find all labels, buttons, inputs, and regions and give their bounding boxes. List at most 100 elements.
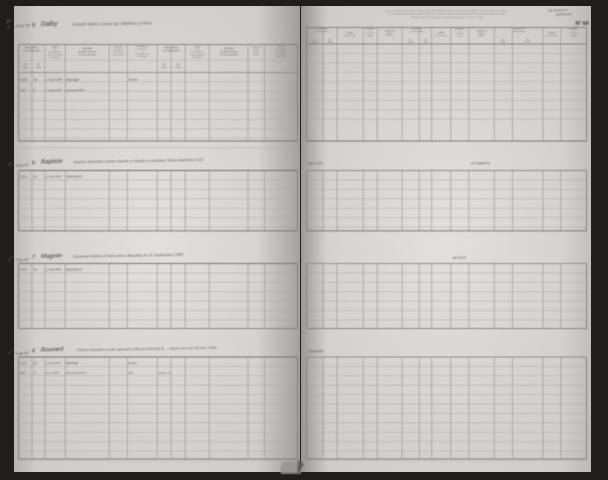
- svg-text:feuillet: feuillet: [423, 41, 428, 44]
- svg-text:de comparaison: de comparaison: [23, 49, 41, 52]
- svg-text:volume: volume: [408, 42, 414, 44]
- svg-text:Adna 1932: Adna 1932: [307, 161, 324, 165]
- svg-text:naissance fils: naissance fils: [66, 88, 85, 92]
- svg-text:de partielles: de partielles: [276, 55, 286, 58]
- svg-text:feuillet: feuillet: [525, 41, 530, 44]
- svg-text:Robert Clement ouvrier agrico: Robert Clement ouvrier agricole a Rouen …: [77, 346, 217, 352]
- svg-text:de l'inscription: de l'inscription: [546, 34, 558, 37]
- svg-text:35: 35: [33, 78, 37, 82]
- svg-text:Celestine: Celestine: [308, 349, 324, 353]
- svg-text:en marge: en marge: [51, 56, 61, 59]
- svg-text:Naissance: Naissance: [66, 267, 82, 271]
- svg-text:du: du: [163, 64, 166, 66]
- svg-text:partielle: partielle: [478, 34, 484, 37]
- svg-text:16 Delphine: 16 Delphine: [471, 161, 490, 165]
- svg-text:de comparaison: de comparaison: [410, 31, 424, 33]
- svg-text:Indication: Indication: [114, 46, 123, 49]
- svg-text:de l'inscription: de l'inscription: [344, 34, 356, 37]
- svg-text:du: du: [24, 64, 27, 66]
- svg-text:feuillet: feuillet: [175, 66, 181, 69]
- svg-text:/: /: [6, 160, 13, 170]
- svg-text:12: 12: [33, 371, 37, 375]
- svg-text:et des mentions: et des mentions: [48, 53, 63, 56]
- svg-text:feuillet: feuillet: [36, 66, 42, 69]
- svg-text:DATES: DATES: [52, 46, 59, 49]
- svg-text:de credit agricole mutuel (Ins: de credit agricole mutuel (Instructions …: [389, 13, 505, 16]
- svg-text:7: 7: [32, 255, 36, 261]
- svg-text:Mariage: Mariage: [66, 78, 79, 82]
- svg-text:2871-89 a) et de Tant-Compte d: 2871-89 a) et de Tant-Compte des retrosp…: [410, 16, 483, 19]
- svg-text:de: de: [177, 64, 180, 66]
- svg-text:de comparaison: de comparaison: [315, 31, 329, 33]
- svg-text:ou de la mention: ou de la mention: [78, 53, 96, 56]
- svg-text:de l'acte: de l'acte: [115, 48, 123, 51]
- svg-text:DATES: DATES: [194, 46, 201, 49]
- svg-text:N° 69: N° 69: [575, 21, 588, 27]
- svg-text:44 Fiche: 44 Fiche: [453, 256, 466, 260]
- svg-text:Suzanne Felicie a Paris nee: Suzanne Felicie a Paris nee a Beaulieu l…: [73, 252, 184, 259]
- svg-text:Bouvard: Bouvard: [41, 347, 64, 354]
- svg-text:5123: 5123: [20, 361, 27, 365]
- svg-text:35: 35: [33, 361, 37, 365]
- svg-text:8: 8: [32, 348, 36, 354]
- svg-text:5123: 5123: [20, 78, 28, 82]
- svg-text:16 oct 1935: 16 oct 1935: [46, 371, 60, 375]
- svg-text:Jeanne Henriette Sortie d'eco: Jeanne Henriette Sortie d'ecole a Viande…: [72, 157, 204, 164]
- svg-text:de: de: [37, 64, 40, 66]
- svg-text:texte: texte: [254, 53, 259, 56]
- svg-text:Dalby: Dalby: [41, 20, 59, 28]
- svg-text:et des mentions: et des mentions: [190, 53, 205, 56]
- svg-text:en marge: en marge: [193, 56, 203, 59]
- svg-text:la mention: la mention: [138, 55, 147, 58]
- svg-text:135: 135: [128, 371, 133, 375]
- svg-text:6: 6: [32, 160, 36, 166]
- svg-text:/: /: [6, 254, 13, 264]
- svg-text:7 juillet 1930: 7 juillet 1930: [46, 88, 62, 92]
- svg-text:5: 5: [32, 23, 36, 29]
- svg-text:Cas N°: Cas N°: [16, 162, 30, 167]
- svg-text:Reconnaissance: Reconnaissance: [66, 370, 87, 375]
- svg-text:Anthume: Anthume: [555, 11, 573, 17]
- svg-text:55.500: 55.500: [128, 78, 138, 82]
- svg-text:feuillet: feuillet: [328, 41, 333, 44]
- svg-text:Cas N°: Cas N°: [16, 257, 30, 262]
- svg-text:transcriptions: transcriptions: [49, 51, 61, 54]
- svg-text:ou de la mention: ou de la mention: [220, 53, 238, 56]
- svg-text:volume: volume: [161, 67, 168, 69]
- svg-text:volume: volume: [312, 42, 318, 44]
- svg-text:Naissance: Naissance: [66, 174, 82, 178]
- svg-text:Mariage: Mariage: [66, 361, 78, 365]
- svg-text:10/4: 10/4: [20, 88, 26, 92]
- svg-text:Magnier: Magnier: [41, 253, 64, 260]
- svg-text:3: 3: [33, 88, 35, 92]
- svg-text:/: /: [6, 348, 13, 358]
- svg-text:Estelle Marie Louise ep. Math: Estelle Marie Louise ep. Mathieu a Paris: [73, 20, 152, 26]
- svg-text:volume: volume: [501, 42, 507, 44]
- svg-text:de comparaison: de comparaison: [162, 49, 180, 52]
- svg-text:volume: volume: [22, 67, 29, 69]
- svg-text:17 Mai 1928: 17 Mai 1928: [46, 267, 62, 271]
- svg-text:inscrite: inscrite: [367, 34, 373, 37]
- svg-text:17 Mai 1928: 17 Mai 1928: [46, 78, 63, 82]
- svg-text:de comparaison: de comparaison: [512, 31, 526, 33]
- svg-text:inscrite: inscrite: [457, 34, 463, 37]
- svg-text:de l'inscription: de l'inscription: [435, 34, 447, 37]
- svg-text:inscrite: inscrite: [571, 34, 577, 37]
- svg-text:Cas N°: Cas N°: [16, 350, 30, 355]
- svg-text:retrait le 12: retrait le 12: [158, 372, 171, 375]
- svg-text:17 Mai 1928: 17 Mai 1928: [46, 174, 62, 178]
- svg-text:9 Aout 1934: 9 Aout 1934: [46, 361, 61, 365]
- svg-text:16: 16: [33, 268, 37, 272]
- svg-text:transcriptions: transcriptions: [191, 51, 203, 54]
- svg-text:Cas N°: Cas N°: [16, 23, 31, 29]
- svg-text:5123: 5123: [20, 175, 27, 179]
- svg-text:partielle: partielle: [387, 34, 393, 37]
- svg-text:2841: 2841: [19, 371, 27, 375]
- svg-text:Indication: Indication: [252, 46, 261, 49]
- svg-text:Nota. --- Porter a l'encre rou: Nota. --- Porter a l'encre rouge les ins…: [386, 10, 508, 13]
- svg-text:16: 16: [33, 175, 37, 179]
- svg-text:85.600: 85.600: [128, 361, 137, 365]
- svg-text:Baptiste: Baptiste: [41, 159, 64, 166]
- svg-text:dans le texte: dans le texte: [113, 53, 125, 56]
- svg-text:5123: 5123: [20, 268, 27, 272]
